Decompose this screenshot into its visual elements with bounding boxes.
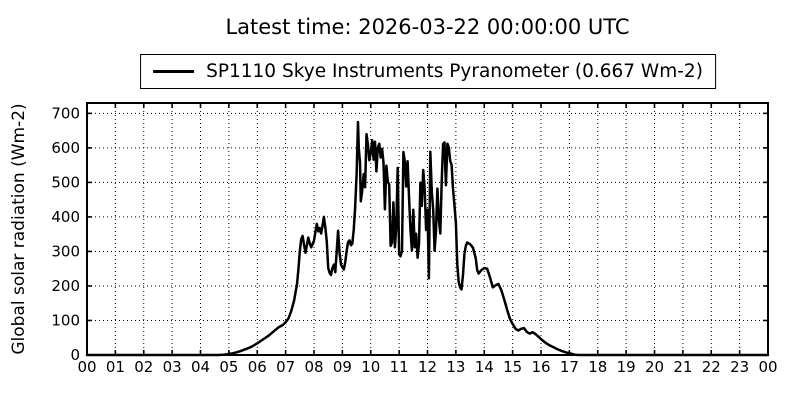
x-tick-label: 00 xyxy=(77,358,96,376)
x-tick-label: 21 xyxy=(673,358,692,376)
y-tick-label: 400 xyxy=(51,208,80,226)
y-tick-label: 700 xyxy=(51,104,80,122)
x-tick-label: 12 xyxy=(418,358,437,376)
chart-title: Latest time: 2026-03-22 00:00:00 UTC xyxy=(225,15,630,39)
x-tick-label: 19 xyxy=(617,358,636,376)
x-tick-label: 11 xyxy=(390,358,409,376)
x-tick-label: 06 xyxy=(248,358,267,376)
x-tick-label: 09 xyxy=(333,358,352,376)
y-tick-label: 200 xyxy=(51,277,80,295)
tick-label-layer: 00 01 02 03 04 05 06 07 08 09 10 11 12 13 14 15 16 17 18 19… xyxy=(51,104,777,376)
tick-layer xyxy=(86,103,769,356)
x-tick-label: 02 xyxy=(134,358,153,376)
y-tick-label: 300 xyxy=(51,242,80,260)
x-tick-label: 23 xyxy=(730,358,749,376)
legend-line-sample-icon xyxy=(153,69,195,74)
x-tick-label: 14 xyxy=(475,358,494,376)
x-tick-label: 04 xyxy=(191,358,210,376)
y-tick-label: 600 xyxy=(51,139,80,157)
x-tick-label: 05 xyxy=(219,358,238,376)
x-tick-label: 20 xyxy=(645,358,664,376)
x-tick-label: 10 xyxy=(361,358,380,376)
x-tick-label: 17 xyxy=(560,358,579,376)
x-tick-label: 16 xyxy=(531,358,550,376)
data-series-line xyxy=(85,120,770,357)
legend-label: SP1110 Skye Instruments Pyranometer (0.6… xyxy=(206,61,703,82)
y-axis-label: Global solar radiation (Wm-2) xyxy=(9,103,29,354)
x-tick-label: 03 xyxy=(163,358,182,376)
y-tick-label: 500 xyxy=(51,173,80,191)
x-tick-label: 13 xyxy=(446,358,465,376)
y-tick-label: 100 xyxy=(51,311,80,329)
series-layer xyxy=(85,120,770,357)
y-tick-label: 0 xyxy=(70,346,80,364)
x-tick-label: 00 xyxy=(758,358,777,376)
x-tick-label: 08 xyxy=(304,358,323,376)
x-tick-label: 01 xyxy=(106,358,125,376)
x-tick-label: 18 xyxy=(588,358,607,376)
legend: SP1110 Skye Instruments Pyranometer (0.6… xyxy=(140,54,716,89)
x-tick-label: 07 xyxy=(276,358,295,376)
x-tick-label: 15 xyxy=(503,358,522,376)
x-tick-label: 22 xyxy=(702,358,721,376)
